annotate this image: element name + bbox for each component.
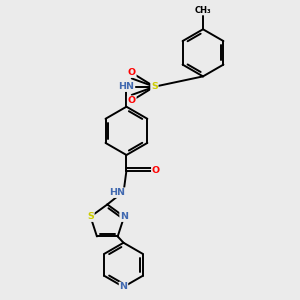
Text: O: O: [128, 96, 136, 105]
Text: HN: HN: [110, 188, 126, 197]
Text: CH₃: CH₃: [195, 6, 211, 15]
Text: S: S: [87, 212, 94, 221]
Text: N: N: [120, 212, 128, 221]
Text: N: N: [119, 282, 128, 291]
Text: O: O: [128, 68, 136, 77]
Text: HN: HN: [118, 82, 134, 91]
Text: O: O: [152, 166, 160, 175]
Text: S: S: [151, 82, 158, 91]
